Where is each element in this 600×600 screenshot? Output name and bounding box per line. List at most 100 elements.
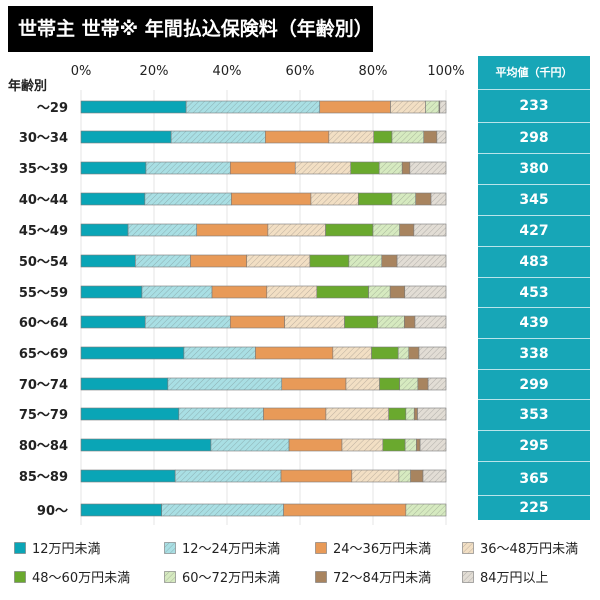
bar-segment	[80, 407, 180, 421]
legend-label: 72～84万円未満	[333, 571, 432, 586]
bar-segment	[372, 223, 400, 237]
bar-segment	[405, 503, 447, 517]
bar-segment	[382, 438, 406, 452]
legend-swatch	[315, 570, 327, 583]
legend-label: 60～72万円未満	[182, 571, 281, 586]
bar-segment	[294, 161, 352, 175]
legend-item: 24～36万円未満	[315, 538, 431, 557]
legend-swatch	[164, 570, 176, 583]
bar-segment	[167, 377, 283, 391]
category-label: 70～74	[19, 378, 68, 393]
bar-segment	[283, 503, 407, 517]
legend-item: 12～24万円未満	[164, 538, 280, 557]
bar-segment	[161, 503, 284, 517]
bar-segment	[381, 254, 398, 268]
category-label: 85～89	[19, 470, 68, 485]
legend-swatch	[462, 570, 474, 583]
average-value: 233	[478, 89, 590, 122]
bar-segment	[80, 377, 169, 391]
bar-segment	[246, 254, 311, 268]
bar-segment	[399, 223, 415, 237]
bar-segment	[371, 346, 399, 360]
bar-segment	[351, 469, 400, 483]
category-label: 30～34	[19, 131, 68, 146]
legend-item: 84万円以上	[462, 567, 549, 586]
bar-segment	[419, 438, 447, 452]
average-value: 439	[478, 307, 590, 338]
bar-segment	[310, 192, 359, 206]
bar-segment	[430, 192, 447, 206]
chart-title: 世帯主 世帯※ 年間払込保険料（年齢別）	[8, 6, 373, 52]
bar-segment	[196, 223, 269, 237]
legend-swatch	[462, 541, 474, 554]
bar-segment	[145, 161, 231, 175]
bar-segment	[267, 223, 326, 237]
average-value: 295	[478, 430, 590, 461]
bar-segment	[348, 254, 383, 268]
bar-segment	[391, 130, 425, 144]
bar-segment	[144, 315, 231, 329]
bar-segment	[265, 130, 330, 144]
bar-segment	[350, 161, 380, 175]
bar-segment	[379, 377, 400, 391]
bar-segment	[368, 285, 391, 299]
bar-segment	[80, 469, 176, 483]
legend-swatch	[14, 541, 26, 554]
bar-segment	[425, 100, 440, 114]
average-value: 353	[478, 399, 590, 430]
legend-item: 48～60万円未満	[14, 567, 130, 586]
bar-segment	[135, 254, 191, 268]
average-value: 338	[478, 338, 590, 369]
legend-swatch	[14, 570, 26, 583]
bar-segment	[144, 192, 232, 206]
legend-label: 12～24万円未満	[182, 542, 281, 557]
bar-segment	[404, 438, 417, 452]
bar-segment	[390, 100, 426, 114]
legend-item: 72～84万円未満	[315, 567, 431, 586]
bar-segment	[80, 346, 185, 360]
bar-segment	[398, 469, 411, 483]
bar-segment	[413, 223, 447, 237]
bar-segment	[325, 223, 374, 237]
bar-segment	[319, 100, 391, 114]
bar-segment	[255, 346, 334, 360]
bar-segment	[266, 285, 318, 299]
bar-segment	[80, 285, 143, 299]
bar-segment	[401, 161, 411, 175]
x-tick-label: 40%	[213, 64, 242, 79]
average-value: 427	[478, 215, 590, 246]
legend-label: 48～60万円未満	[32, 571, 131, 586]
bar-segment	[417, 377, 429, 391]
bar-segment	[409, 161, 447, 175]
bar-segment	[358, 192, 393, 206]
bar-segment	[397, 346, 410, 360]
bar-segment	[80, 161, 147, 175]
category-label: 80～84	[19, 439, 68, 454]
legend-swatch	[315, 541, 327, 554]
category-label: 60～64	[19, 316, 68, 331]
bar-segment	[408, 346, 420, 360]
average-value: 365	[478, 461, 590, 495]
average-value: 483	[478, 246, 590, 277]
bar-segment	[80, 503, 162, 517]
panel-header: 平均値（千円）	[495, 66, 573, 79]
bar-segment	[80, 315, 146, 329]
average-value: 345	[478, 184, 590, 215]
bar-segment	[417, 407, 447, 421]
bar-segment	[170, 130, 266, 144]
bar-segment	[309, 254, 350, 268]
bar-segment	[263, 407, 327, 421]
average-value: 225	[478, 495, 590, 520]
x-tick-label: 100%	[427, 64, 464, 79]
bar-segment	[405, 407, 415, 421]
bar-segment	[410, 469, 424, 483]
x-tick-label: 60%	[286, 64, 315, 79]
bar-segment	[388, 407, 407, 421]
bar-segment	[211, 285, 268, 299]
bar-segment	[229, 315, 285, 329]
bar-segment	[391, 192, 417, 206]
bar-segment	[229, 161, 296, 175]
bar-segment	[416, 438, 421, 452]
category-label: 75～79	[19, 408, 68, 423]
